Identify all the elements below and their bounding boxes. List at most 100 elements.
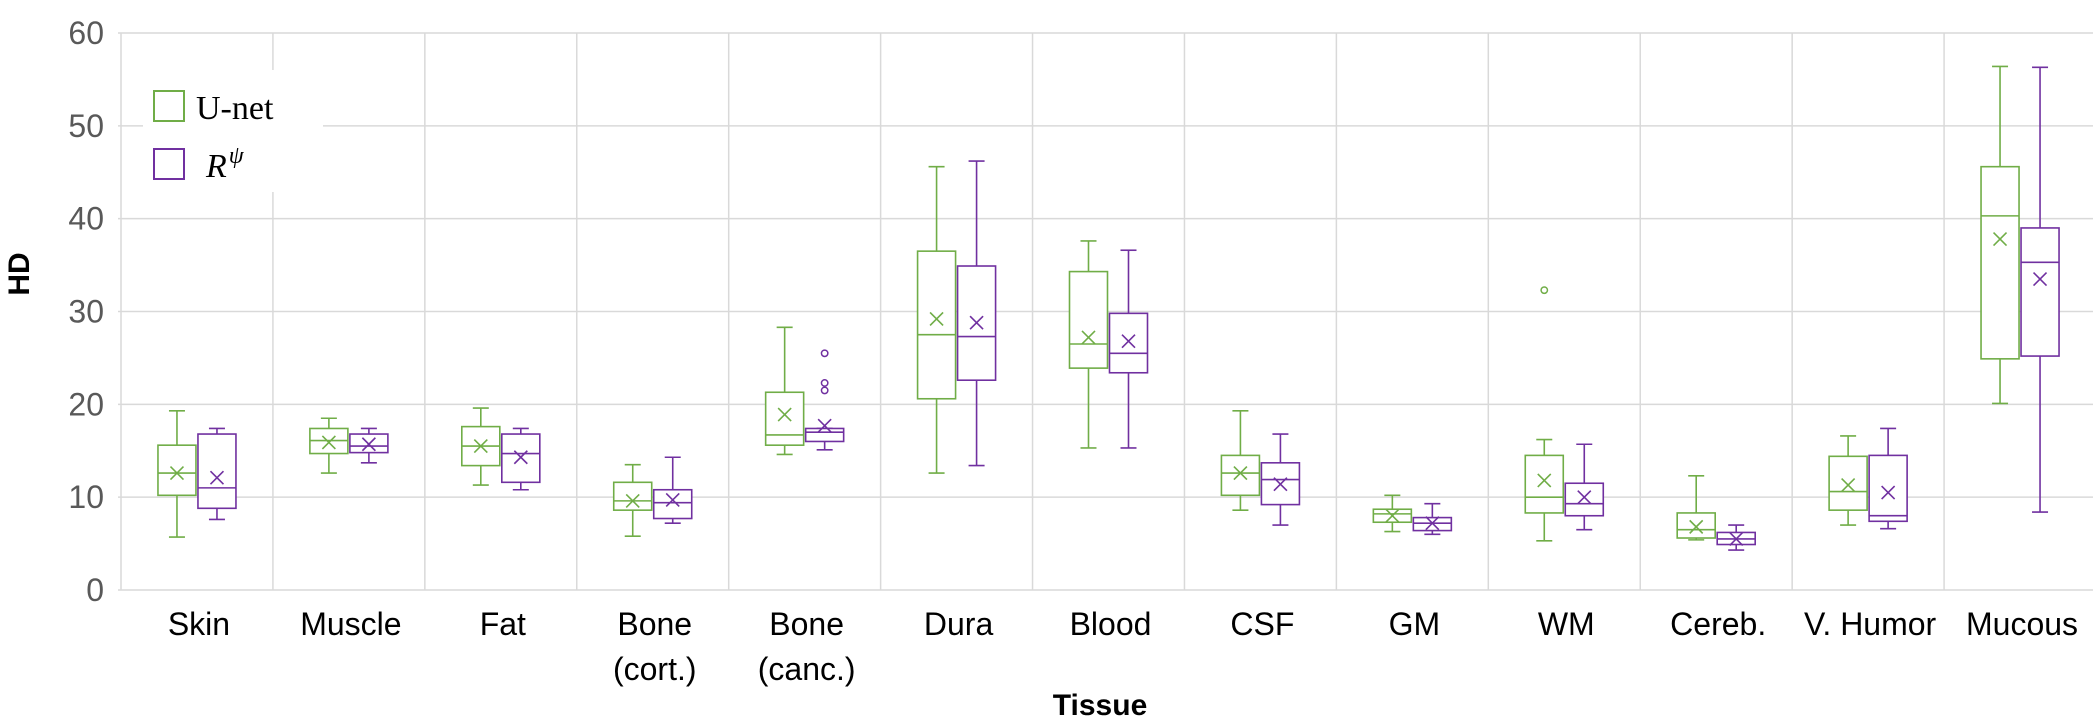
box-1-2 xyxy=(501,427,541,491)
y-tick-label-0: 0 xyxy=(86,572,104,608)
mean-marker-b xyxy=(169,465,185,481)
box-1-9 xyxy=(1564,443,1605,531)
box-0-2 xyxy=(461,407,501,486)
mean-marker-b xyxy=(321,435,336,450)
box-iqr xyxy=(612,481,653,511)
box-iqr xyxy=(1108,312,1149,374)
outlier-1 xyxy=(820,379,829,387)
mean-marker-b xyxy=(1537,473,1552,488)
box-0-4 xyxy=(764,326,805,456)
mean-marker-b xyxy=(1385,508,1400,523)
category-label-10: Cereb. xyxy=(1670,606,1766,642)
box-iqr xyxy=(1868,454,1908,523)
box-iqr xyxy=(916,250,957,400)
mean-marker-b xyxy=(1992,232,2008,247)
y-axis-ticks: 0 10 20 30 40 50 60 xyxy=(68,15,104,608)
category-label-5: Dura xyxy=(924,606,994,642)
mean-marker-b xyxy=(2032,271,2048,287)
category-label-12: Mucous xyxy=(1966,606,2078,642)
box-1-5 xyxy=(956,160,997,467)
legend-background xyxy=(143,70,323,192)
category-label-3: Bone xyxy=(617,606,692,642)
mean-marker-b xyxy=(1121,334,1136,349)
box-0-7 xyxy=(1220,410,1261,511)
box-iqr xyxy=(764,391,805,446)
box-1-4 xyxy=(804,349,845,451)
box-iqr xyxy=(197,433,237,510)
legend-label-rpsi-base: R xyxy=(205,148,227,185)
box-1-12 xyxy=(2020,66,2060,513)
boxes xyxy=(157,65,2060,551)
mean-marker-b xyxy=(1729,531,1744,547)
box-0-3 xyxy=(612,463,653,537)
box-1-3 xyxy=(652,456,693,524)
legend-swatch-rpsi xyxy=(153,148,185,180)
grid-lines xyxy=(118,32,2093,591)
box-iqr xyxy=(1828,455,1868,511)
box-1-0 xyxy=(197,427,237,521)
box-0-9 xyxy=(1524,286,1565,542)
y-tick-label-10: 10 xyxy=(68,479,104,515)
category-label-9: WM xyxy=(1538,606,1595,642)
mean-marker-b xyxy=(1273,477,1288,492)
box-0-6 xyxy=(1068,240,1109,449)
box-iqr xyxy=(652,488,693,520)
outlier-2 xyxy=(820,349,829,358)
mean-marker-b xyxy=(777,407,792,422)
mean-marker-b xyxy=(929,311,944,326)
legend-label-rpsi-sup: ψ xyxy=(229,143,245,169)
mean-marker-b xyxy=(473,439,488,454)
category-label-0: Skin xyxy=(168,606,230,642)
category-label-8: GM xyxy=(1389,606,1441,642)
category-label-4: Bone xyxy=(769,606,844,642)
x-axis-categories: Skin Muscle Fat Bone (cort.) Bone (canc.) Dura B… xyxy=(168,606,2078,687)
mean-marker-b xyxy=(513,450,528,465)
y-tick-label-30: 30 xyxy=(68,294,104,330)
box-0-5 xyxy=(916,165,957,474)
category-label-3-line2: (cort.) xyxy=(613,651,697,687)
legend: U-net Rψ xyxy=(143,70,323,192)
box-1-6 xyxy=(1108,249,1149,449)
outlier-0 xyxy=(820,386,829,395)
box-0-1 xyxy=(309,417,349,474)
box-iqr xyxy=(1068,270,1109,369)
category-label-7: CSF xyxy=(1230,606,1294,642)
mean-marker-b xyxy=(361,437,376,452)
y-axis-title: HD xyxy=(3,252,36,295)
box-iqr xyxy=(1564,482,1605,517)
category-label-1: Muscle xyxy=(300,606,401,642)
mean-marker-b xyxy=(1841,478,1856,493)
box-iqr xyxy=(1676,512,1716,539)
box-1-7 xyxy=(1260,433,1301,526)
category-panels xyxy=(120,33,1945,590)
box-0-12 xyxy=(1980,65,2020,405)
box-0-11 xyxy=(1828,435,1868,526)
y-tick-label-40: 40 xyxy=(68,201,104,237)
box-iqr xyxy=(2020,227,2060,357)
mean-marker-b xyxy=(1689,519,1704,534)
box-1-11 xyxy=(1868,427,1908,530)
category-label-4-line2: (canc.) xyxy=(758,651,856,687)
x-axis-title: Tissue xyxy=(1053,689,1148,722)
category-label-11: V. Humor xyxy=(1804,606,1937,642)
outlier-0 xyxy=(1540,286,1549,295)
box-iqr xyxy=(1524,454,1565,514)
y-tick-label-60: 60 xyxy=(68,15,104,51)
mean-marker-b xyxy=(1425,516,1440,531)
box-iqr xyxy=(1980,165,2020,360)
box-iqr xyxy=(1220,454,1261,497)
mean-marker-b xyxy=(1081,330,1096,345)
mean-marker-b xyxy=(209,470,225,485)
mean-marker-b xyxy=(1577,490,1592,505)
y-tick-label-20: 20 xyxy=(68,386,104,422)
mean-marker-b xyxy=(969,315,984,330)
y-tick-label-50: 50 xyxy=(68,108,104,144)
category-label-2: Fat xyxy=(480,606,526,642)
box-iqr xyxy=(804,427,845,443)
mean-marker-b xyxy=(665,492,680,508)
category-label-6: Blood xyxy=(1070,606,1152,642)
box-0-10 xyxy=(1676,475,1716,541)
box-1-8 xyxy=(1412,502,1453,536)
box-1-10 xyxy=(1716,524,1756,551)
